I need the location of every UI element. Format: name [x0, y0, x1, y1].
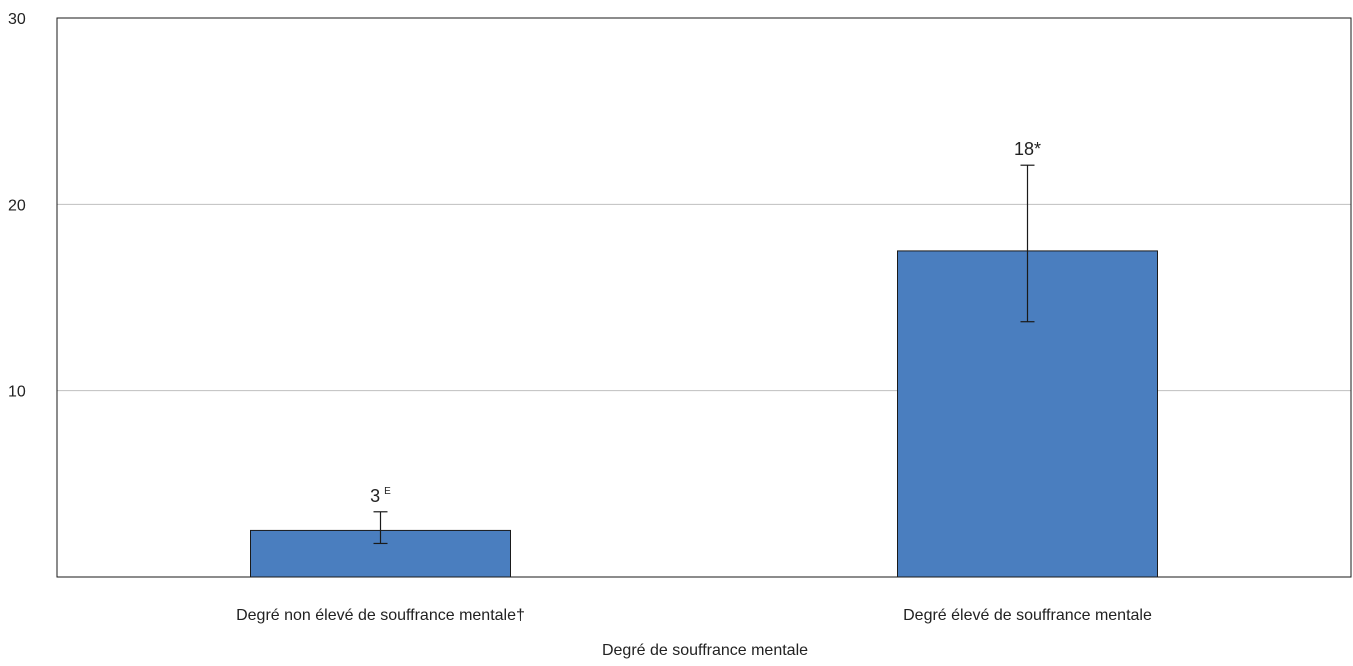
plot-frame: [56, 17, 1352, 578]
data-label: 18*: [1014, 139, 1041, 159]
y-tick-labels: 10 20 30: [8, 11, 26, 401]
category-label: Degré non élevé de souffrance mentale†: [236, 607, 525, 624]
x-axis-title: Degré de souffrance mentale: [602, 642, 808, 659]
y-tick-label: 10: [8, 384, 26, 401]
y-tick-label: 20: [8, 197, 26, 214]
error-bars: [373, 164, 1035, 545]
y-tick-label: 30: [8, 11, 26, 28]
category-label: Degré élevé de souffrance mentale: [903, 607, 1152, 624]
bars: [250, 250, 1158, 578]
category-labels: Degré non élevé de souffrance mentale† De…: [236, 607, 1152, 624]
